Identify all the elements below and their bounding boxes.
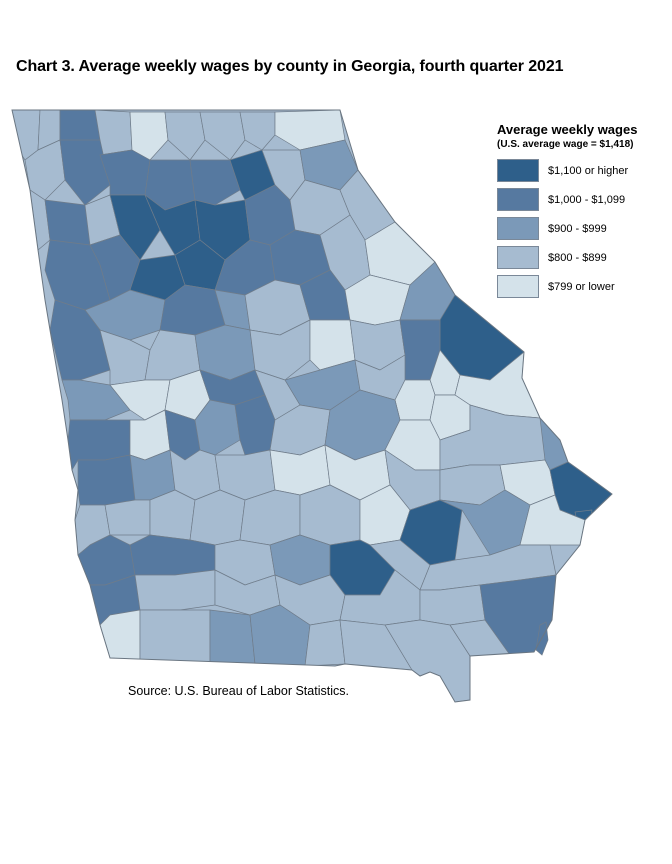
legend-item: $1,000 - $1,099 xyxy=(497,188,667,211)
legend-item: $1,100 or higher xyxy=(497,159,667,182)
legend-items: $1,100 or higher $1,000 - $1,099 $900 - … xyxy=(497,159,667,298)
legend-subtitle: (U.S. average wage = $1,418) xyxy=(497,139,634,150)
legend-item: $900 - $999 xyxy=(497,217,667,240)
map-legend: Average weekly wages (U.S. average wage … xyxy=(497,122,667,304)
legend-title: Average weekly wages xyxy=(497,122,638,137)
legend-swatch xyxy=(497,159,539,182)
legend-swatch xyxy=(497,246,539,269)
legend-label: $1,100 or higher xyxy=(548,164,629,177)
legend-swatch xyxy=(497,217,539,240)
legend-label: $800 - $899 xyxy=(548,251,607,264)
source-note: Source: U.S. Bureau of Labor Statistics. xyxy=(128,684,349,698)
chart-title: Chart 3. Average weekly wages by county … xyxy=(16,58,564,75)
legend-item: $799 or lower xyxy=(497,275,667,298)
legend-swatch xyxy=(497,188,539,211)
legend-label: $900 - $999 xyxy=(548,222,607,235)
legend-label: $799 or lower xyxy=(548,280,615,293)
legend-label: $1,000 - $1,099 xyxy=(548,193,626,206)
legend-swatch xyxy=(497,275,539,298)
legend-item: $800 - $899 xyxy=(497,246,667,269)
